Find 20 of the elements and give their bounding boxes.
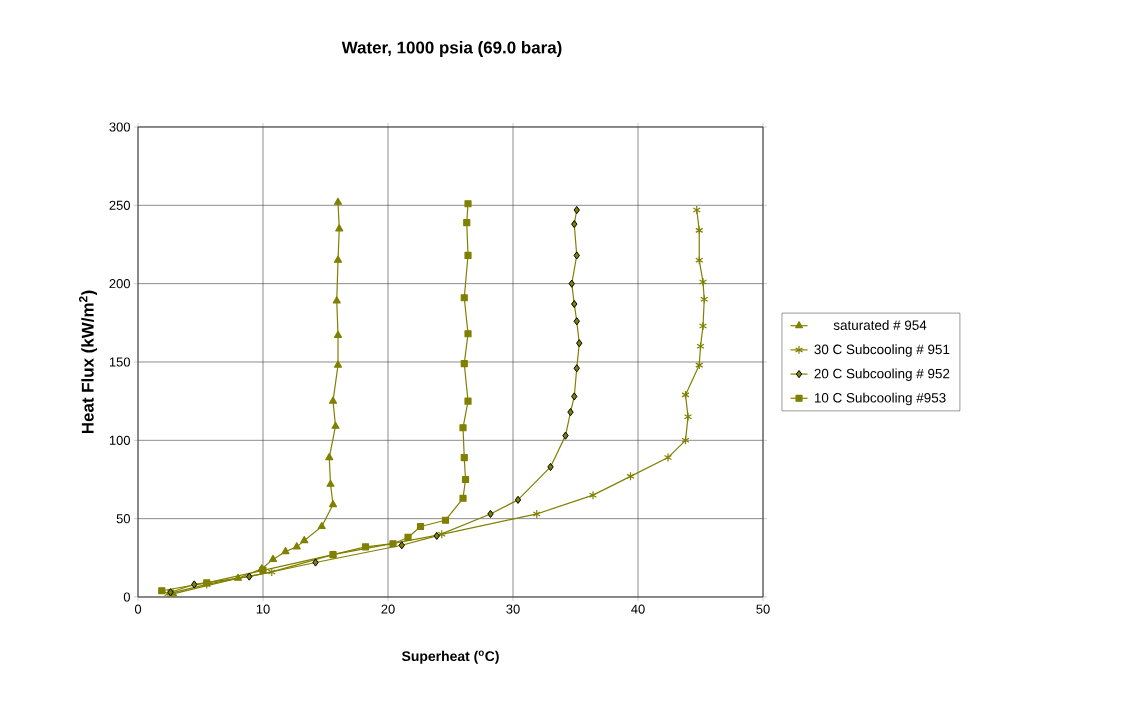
- x-tick-label: 20: [381, 604, 395, 614]
- x-tick-label: 50: [756, 604, 770, 614]
- legend-label: 10 C Subcooling #953: [814, 392, 946, 406]
- y-tick-label: 100: [109, 435, 130, 445]
- chart-title: Water, 1000 psia (69.0 bara): [341, 41, 562, 57]
- legend-label: 20 C Subcooling # 952: [814, 368, 950, 381]
- x-axis-title: Superheat ($^{o}$C): [401, 650, 499, 664]
- x-tick-label: 30: [506, 604, 520, 614]
- y-tick-label: 200: [109, 279, 130, 289]
- legend-label: saturated # 954: [833, 320, 927, 330]
- y-tick-label: 250: [109, 200, 130, 210]
- y-tick-label: 150: [109, 357, 130, 367]
- y-tick-label: 0: [123, 592, 130, 602]
- x-tick-label: 40: [631, 604, 645, 614]
- y-tick-label: 50: [116, 514, 130, 524]
- x-tick-label: 0: [134, 604, 142, 614]
- x-tick-label: 10: [256, 604, 270, 614]
- y-axis-title: Heat Flux (kW/m$^{2}$): [79, 290, 98, 434]
- y-tick-label: 300: [109, 122, 130, 132]
- legend-label: 30 C Subcooling # 951: [814, 344, 950, 357]
